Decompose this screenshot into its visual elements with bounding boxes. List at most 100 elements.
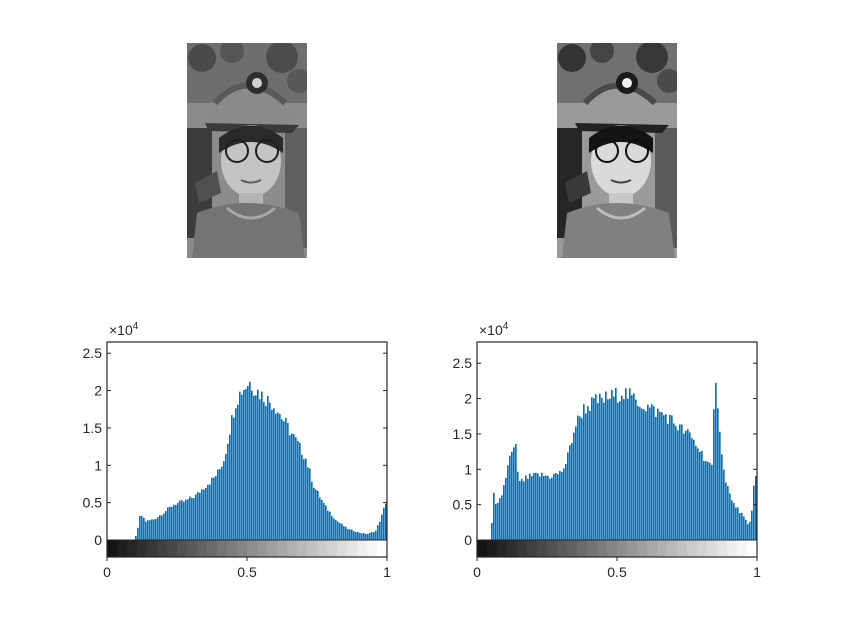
histogram-bar	[329, 511, 331, 540]
histogram-bar	[681, 424, 683, 540]
x-tick-label: 0.5	[607, 564, 627, 580]
histogram-bar	[273, 408, 275, 540]
histogram-bar	[547, 475, 549, 540]
histogram-bar	[211, 477, 213, 540]
equalized-grayscale-photo	[557, 43, 677, 258]
histogram-bar	[243, 389, 245, 540]
histogram-bar	[631, 395, 633, 540]
histogram-bar	[689, 432, 691, 540]
histogram-bar	[357, 531, 359, 540]
histogram-bar	[225, 453, 227, 540]
histogram-bar	[193, 498, 195, 540]
histogram-bar	[691, 438, 693, 540]
histogram-bar	[173, 504, 175, 540]
colorbar-swatch	[337, 540, 348, 557]
histogram-bar	[353, 531, 355, 540]
colorbar-swatch	[717, 540, 728, 557]
histogram-bar	[307, 467, 309, 540]
histogram-bar	[183, 501, 185, 540]
histogram-bar	[345, 526, 347, 540]
x-tick-label: 0	[473, 564, 481, 580]
histogram-bar	[319, 497, 321, 540]
y-tick-label: 1.5	[453, 426, 473, 442]
histogram-bar	[175, 504, 177, 540]
histogram-bar	[537, 473, 539, 540]
histogram-bar	[577, 415, 579, 540]
histogram-bar	[679, 424, 681, 540]
histogram-bar	[141, 515, 143, 540]
histogram-bar	[217, 469, 219, 540]
colorbar-swatch	[327, 540, 338, 557]
histogram-bar	[719, 431, 721, 540]
colorbar-swatch	[587, 540, 598, 557]
histogram-bar	[137, 527, 139, 540]
histogram-bar	[311, 481, 313, 540]
histogram-bar	[525, 475, 527, 540]
histogram-bar	[499, 498, 501, 540]
histogram-bar	[745, 519, 747, 540]
colorbar-swatch	[667, 540, 678, 557]
histogram-bar	[281, 419, 283, 540]
colorbar-swatch	[357, 540, 368, 557]
histogram-bar	[157, 517, 159, 540]
histogram-bar	[739, 513, 741, 540]
histogram-bar	[163, 513, 165, 540]
histogram-bar	[559, 470, 561, 540]
histogram-bar	[583, 404, 585, 540]
colorbar-swatch	[577, 540, 588, 557]
histogram-bar	[675, 426, 677, 540]
histogram-bar	[561, 471, 563, 540]
colorbar-swatch	[647, 540, 658, 557]
histogram-bar	[581, 418, 583, 540]
colorbar-swatch	[747, 540, 758, 557]
histogram-bar	[563, 468, 565, 540]
histogram-bar	[491, 522, 493, 540]
histogram-bar	[725, 482, 727, 540]
histogram-bar	[265, 406, 267, 540]
histogram-bar	[731, 500, 733, 540]
histogram-bar	[285, 417, 287, 540]
histogram-bar	[227, 443, 229, 540]
colorbar-swatch	[257, 540, 268, 557]
histogram-bar	[221, 466, 223, 540]
histogram-bar	[371, 532, 373, 540]
histogram-bar	[645, 411, 647, 540]
histogram-bar	[249, 381, 251, 540]
histogram-bar	[625, 388, 627, 540]
histogram-bar	[151, 519, 153, 540]
histogram-bar	[733, 502, 735, 540]
histogram-bar	[363, 533, 365, 540]
colorbar-swatch	[157, 540, 168, 557]
histogram-bar	[155, 519, 157, 540]
y-tick-label: 2	[94, 383, 102, 399]
histogram-bar	[673, 423, 675, 540]
histogram-bar	[149, 520, 151, 540]
photo-equalized-drawing	[557, 43, 677, 258]
histogram-bar	[699, 451, 701, 540]
histogram-bar	[531, 476, 533, 540]
histogram-bar	[623, 399, 625, 540]
histogram-bar	[303, 459, 305, 540]
histogram-bar	[751, 510, 753, 540]
histogram-bar	[343, 526, 345, 540]
histogram-bar	[607, 399, 609, 540]
histogram-bar	[579, 416, 581, 540]
histogram-bar	[351, 529, 353, 540]
histogram-bar	[317, 490, 319, 540]
histogram-bar	[549, 478, 551, 540]
histogram-bar	[685, 430, 687, 540]
histogram-bar	[235, 408, 237, 540]
y-tick-label: 2	[464, 391, 472, 407]
histogram-bar	[339, 523, 341, 540]
colorbar-swatch	[307, 540, 318, 557]
histogram-bar	[655, 416, 657, 540]
colorbar-swatch	[317, 540, 328, 557]
histogram-bar	[541, 472, 543, 540]
colorbar-swatch	[637, 540, 648, 557]
histogram-bar	[377, 525, 379, 540]
histogram-bar	[715, 382, 717, 540]
histogram-bar	[331, 516, 333, 540]
histogram-bar	[375, 530, 377, 540]
histogram-bar	[301, 454, 303, 540]
y-tick-label: 0	[464, 532, 472, 548]
